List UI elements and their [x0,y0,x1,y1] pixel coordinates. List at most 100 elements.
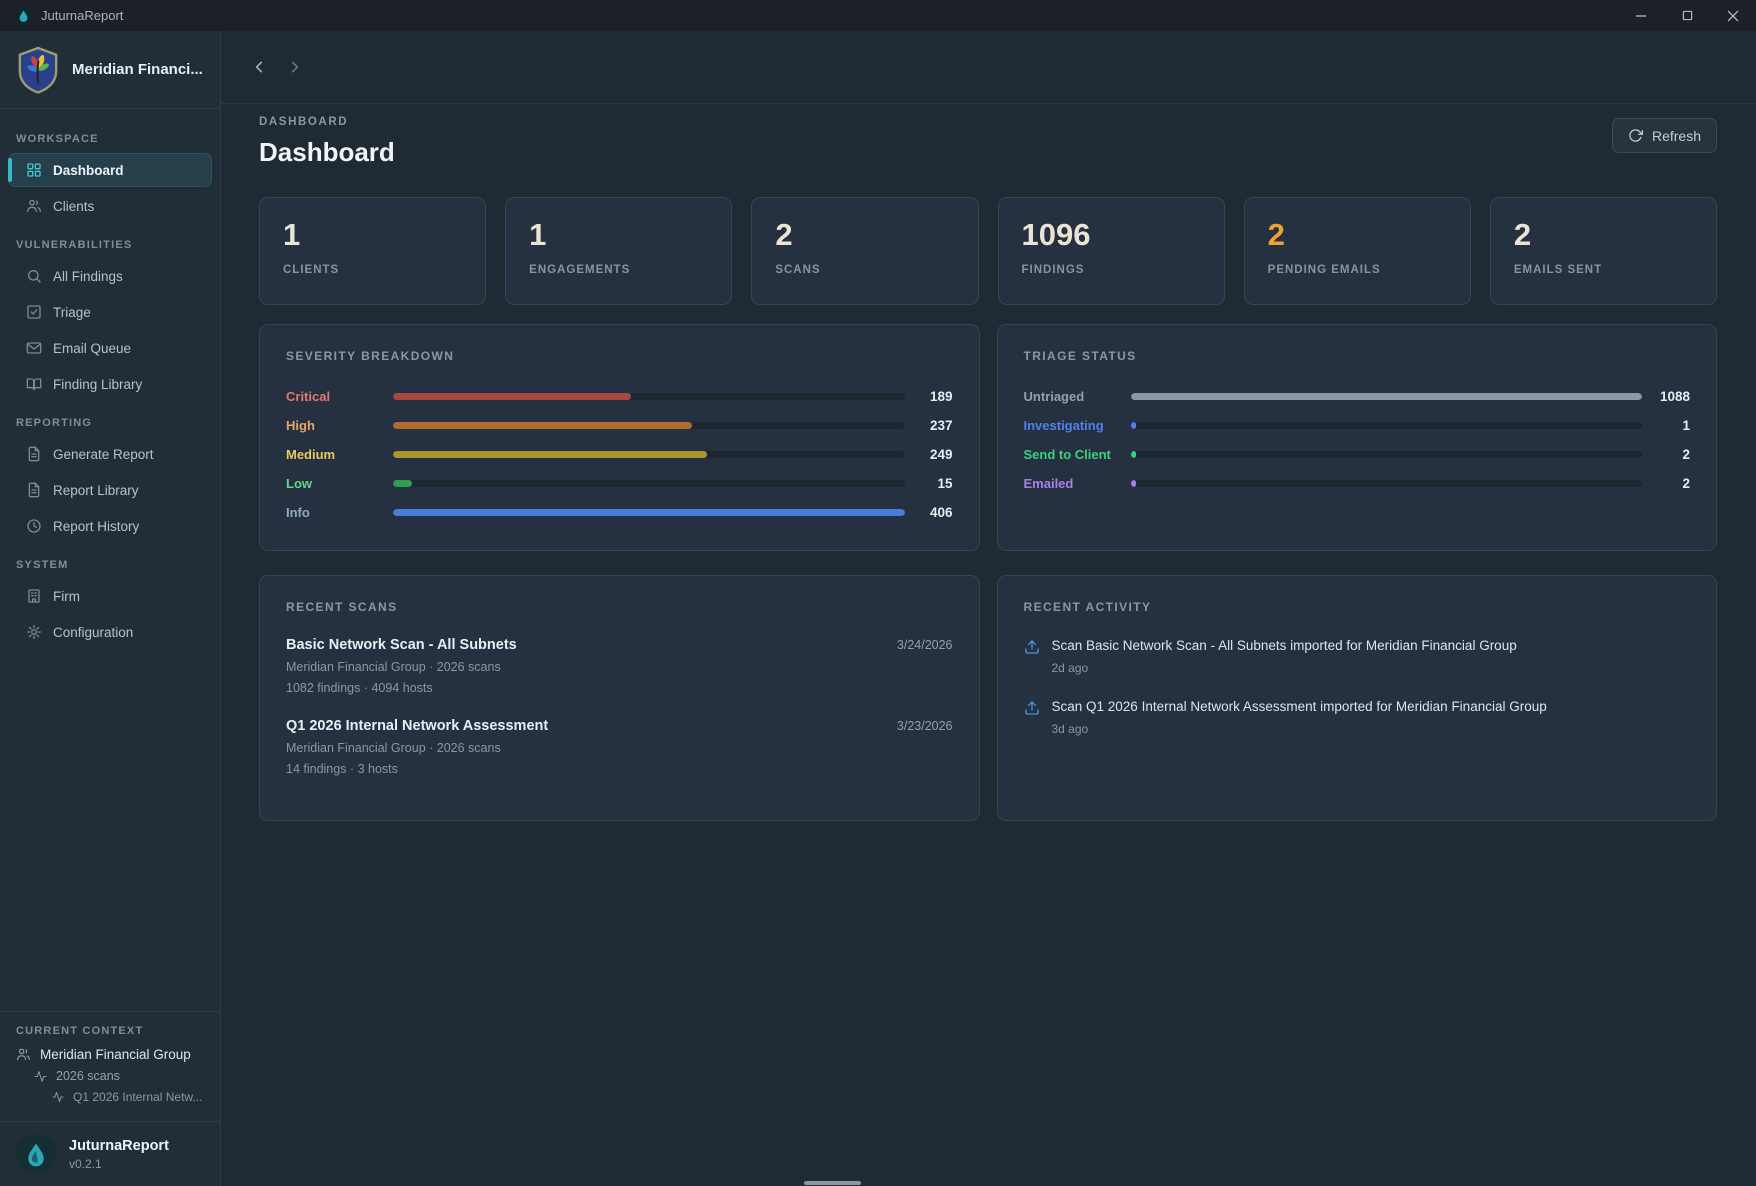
sidebar: Meridian Financi... WORKSPACE Dashboard … [0,31,221,1186]
workspace-brand[interactable]: Meridian Financi... [0,31,220,109]
scan-item[interactable]: Basic Network Scan - All Subnets 3/24/20… [286,637,953,695]
context-client[interactable]: Meridian Financial Group [16,1047,204,1062]
stat-card-clients: 1 CLIENTS [259,197,487,305]
droplet-app-icon [14,6,32,25]
activity-list: Scan Basic Network Scan - All Subnets im… [1024,638,1691,736]
bar-fill [1130,422,1137,429]
nav-section-label: WORKSPACE [16,133,99,145]
grid-icon [26,162,42,178]
maximize-icon[interactable] [1664,0,1710,31]
activity-item: Scan Basic Network Scan - All Subnets im… [1024,638,1691,675]
bar-track [1130,451,1642,458]
refresh-button[interactable]: Refresh [1611,118,1717,153]
workspace-name: Meridian Financi... [72,61,203,78]
bar-label: Send to Client [1023,447,1111,462]
titlebar: JuturnaReport [0,0,1756,31]
users-icon [26,198,42,214]
context-engagement-name: 2026 scans [56,1069,120,1083]
droplet-logo-icon [16,1134,56,1174]
recent-activity-panel: RECENT ACTIVITY Scan Basic Network Scan … [996,575,1717,821]
sidebar-item-dashboard[interactable]: Dashboard [8,153,212,187]
stat-card-pending-emails: 2 PENDING EMAILS [1243,197,1471,305]
sidebar-item-label: Generate Report [53,446,154,462]
sidebar-item-triage[interactable]: Triage [8,295,212,329]
sidebar-item-generate-report[interactable]: Generate Report [8,437,212,471]
mail-icon [26,340,42,356]
bar-fill [393,451,707,458]
shield-logo-icon [16,45,60,95]
stat-value: 2 [1267,217,1285,252]
recent-scans-title: RECENT SCANS [286,600,398,614]
sidebar-item-configuration[interactable]: Configuration [8,615,212,649]
stat-label: ENGAGEMENTS [529,264,631,276]
scan-meta-engagement: Meridian Financial Group · 2026 scans [286,741,501,755]
building-icon [26,588,42,604]
triage-bars: Untriaged 1088 Investigating 1 Send to C… [1024,382,1691,498]
pulse-icon [34,1070,47,1083]
search-icon [26,268,42,284]
sidebar-item-email-queue[interactable]: Email Queue [8,331,212,365]
close-icon[interactable] [1710,0,1756,31]
sidebar-nav: WORKSPACE Dashboard Clients VULNERABILIT… [0,109,220,1011]
bar-fill [1130,393,1642,400]
sidebar-item-label: Triage [53,304,91,320]
pulse-icon [52,1091,64,1103]
triage-panel-title: TRIAGE STATUS [1023,349,1137,363]
bar-track [393,422,905,429]
file-icon [26,482,42,498]
bar-value: 15 [937,476,953,491]
triage-status-panel: TRIAGE STATUS Untriaged 1088 Investigati… [996,324,1717,551]
scan-date: 3/23/2026 [896,719,953,733]
stat-card-emails-sent: 2 EMAILS SENT [1489,197,1717,305]
nav-section-label: SYSTEM [16,559,69,571]
chevron-left-icon[interactable] [251,58,269,76]
bar-label: High [286,418,315,433]
bar-fill [1130,451,1137,458]
context-engagement[interactable]: 2026 scans [16,1069,204,1083]
bar-track [393,451,905,458]
chevron-right-icon[interactable] [285,58,303,76]
breadcrumb: DASHBOARD [259,116,349,128]
bar-value: 1088 [1659,389,1690,404]
horizontal-scrollbar-thumb[interactable] [804,1181,861,1185]
bar-track [393,480,905,487]
bar-fill [393,509,905,516]
nav-section-label: REPORTING [16,417,93,429]
minimize-icon[interactable] [1618,0,1664,31]
scan-item[interactable]: Q1 2026 Internal Network Assessment 3/23… [286,718,953,776]
stat-label: CLIENTS [283,264,340,276]
activity-time: 2d ago [1051,661,1089,675]
scan-meta-engagement: Meridian Financial Group · 2026 scans [286,660,501,674]
current-context-label: CURRENT CONTEXT [16,1025,144,1037]
stat-value: 2 [775,217,793,252]
bar-label: Investigating [1023,418,1104,433]
upload-icon [1024,700,1040,736]
bar-row-low: Low 15 [286,469,953,498]
stat-label: FINDINGS [1021,264,1085,276]
bar-row-medium: Medium 249 [286,440,953,469]
sidebar-item-clients[interactable]: Clients [8,189,212,223]
stat-card-scans: 2 SCANS [751,197,979,305]
sidebar-item-all-findings[interactable]: All Findings [8,259,212,293]
bar-value: 237 [929,418,953,433]
context-scan-name: Q1 2026 Internal Netw... [73,1090,203,1104]
sidebar-item-finding-library[interactable]: Finding Library [8,367,212,401]
bar-label: Low [286,476,312,491]
bar-track [1130,422,1642,429]
sidebar-item-firm[interactable]: Firm [8,579,212,613]
activity-text: Scan Basic Network Scan - All Subnets im… [1051,638,1517,653]
gear-icon [26,624,42,640]
refresh-icon [1628,128,1643,143]
window-title: JuturnaReport [41,8,124,23]
sidebar-item-report-library[interactable]: Report Library [8,473,212,507]
stat-label: PENDING EMAILS [1267,264,1381,276]
nav-section-workspace: WORKSPACE Dashboard Clients [0,133,220,223]
context-scan[interactable]: Q1 2026 Internal Netw... [16,1090,204,1104]
activity-time: 3d ago [1051,722,1089,736]
sidebar-item-report-history[interactable]: Report History [8,509,212,543]
nav-section-system: SYSTEM Firm Configuration [0,559,220,649]
scan-name: Basic Network Scan - All Subnets [286,637,517,653]
bar-fill [393,422,692,429]
stat-value: 2 [1513,217,1532,252]
scan-name: Q1 2026 Internal Network Assessment [286,718,549,734]
